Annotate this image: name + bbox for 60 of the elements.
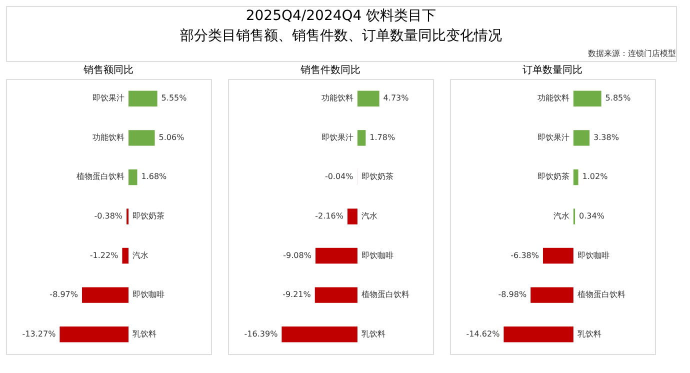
text: 2025Q4/2024Q4 饮料类目下 xyxy=(246,8,436,24)
bar xyxy=(573,169,578,186)
data-label: -14.62% xyxy=(466,329,500,338)
bar xyxy=(530,287,574,303)
chart-title: 销售额同比 xyxy=(82,64,134,76)
data-label: -8.98% xyxy=(498,290,527,300)
y-tick-label: 即饮果汁 xyxy=(321,132,354,142)
data-label: -1.22% xyxy=(90,250,119,260)
data-label: -9.08% xyxy=(283,250,312,260)
y-tick-label: 功能饮料 xyxy=(537,94,570,103)
bar xyxy=(504,326,574,342)
y-tick-label: 功能饮料 xyxy=(321,94,354,103)
data-label: -0.38% xyxy=(94,212,123,220)
data-label: -2.16% xyxy=(315,212,344,220)
y-tick-label: 即饮果汁 xyxy=(537,132,570,142)
data-label: -9.21% xyxy=(282,290,312,300)
y-tick-label: 乳饮料 xyxy=(361,329,386,338)
y-tick-label: 即饮奶茶 xyxy=(537,172,570,182)
data-label: -16.39% xyxy=(244,329,278,338)
y-tick-label: 植物蛋白饮料 xyxy=(577,290,626,300)
y-tick-label: 植物蛋白饮料 xyxy=(76,172,125,182)
data-label: 1.68% xyxy=(141,172,168,182)
data-label: 5.85% xyxy=(605,94,632,103)
data-label: 0.34% xyxy=(579,212,605,220)
chart-title: 订单数量同比 xyxy=(522,64,582,76)
bar xyxy=(60,326,129,342)
y-tick-label: 即饮奶茶 xyxy=(361,172,394,182)
bar xyxy=(573,90,602,106)
bar xyxy=(128,90,158,106)
data-label: 1.02% xyxy=(582,172,608,182)
bar xyxy=(128,130,155,146)
y-tick-label: 汽水 xyxy=(553,212,570,220)
y-tick-label: 功能饮料 xyxy=(92,132,125,142)
bar xyxy=(128,169,138,186)
data-label: -0.04% xyxy=(324,172,354,182)
data-label: 4.73% xyxy=(383,94,410,103)
y-tick-label: 乳饮料 xyxy=(577,329,602,338)
bar xyxy=(82,287,129,303)
data-label: -13.27% xyxy=(22,329,56,338)
y-tick-label: 即饮咖啡 xyxy=(132,290,165,300)
bar xyxy=(542,248,574,264)
y-tick-label: 乳饮料 xyxy=(132,329,157,338)
source-note: 数据来源：连锁门店模型 xyxy=(588,49,676,58)
data-label: 1.78% xyxy=(370,132,396,142)
text: 部分类目销售额、销售件数、订单数量同比变化情况 xyxy=(180,28,502,44)
y-tick-label: 即饮奶茶 xyxy=(132,212,165,220)
bar xyxy=(122,248,129,264)
y-tick-label: 汽水 xyxy=(361,212,378,220)
data-label: -6.38% xyxy=(510,250,540,260)
y-tick-label: 即饮果汁 xyxy=(92,94,125,103)
bar xyxy=(573,130,590,146)
data-label: 3.38% xyxy=(594,132,620,142)
data-label: 5.06% xyxy=(158,132,185,142)
y-tick-label: 即饮咖啡 xyxy=(577,250,610,260)
data-label: 5.55% xyxy=(161,94,188,103)
y-tick-label: 即饮咖啡 xyxy=(361,250,394,260)
y-tick-label: 植物蛋白饮料 xyxy=(361,290,410,300)
y-tick-label: 汽水 xyxy=(132,250,149,260)
chart-title: 销售件数同比 xyxy=(300,64,360,76)
data-label: -8.97% xyxy=(50,290,78,300)
